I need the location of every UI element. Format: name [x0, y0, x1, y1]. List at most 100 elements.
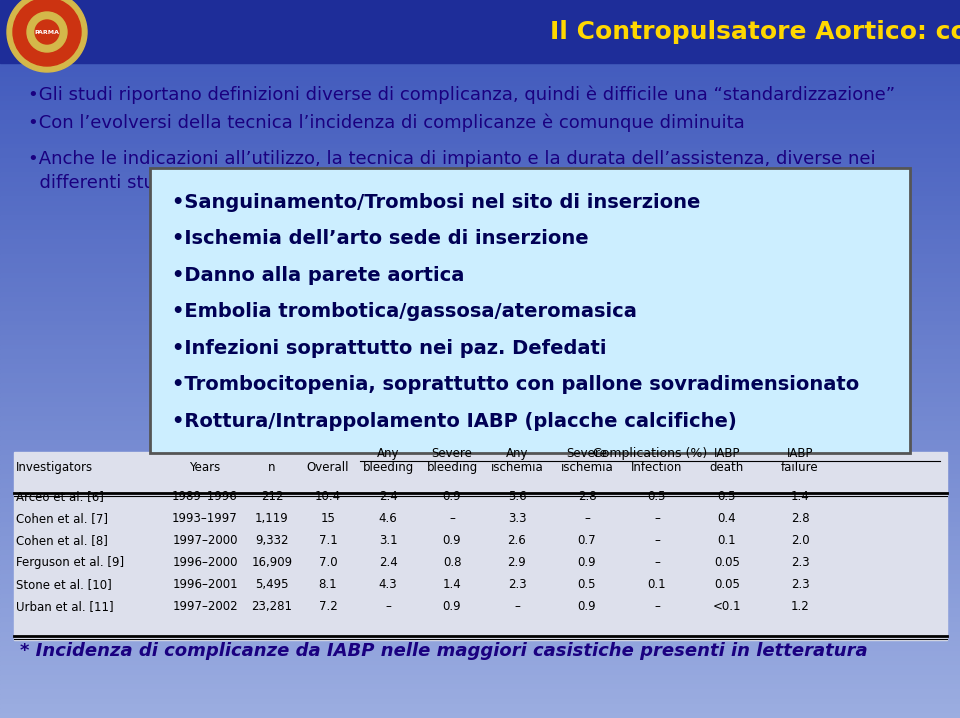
- Bar: [0, 536, 960, 541]
- Text: 3.1: 3.1: [378, 534, 397, 547]
- Text: 0.1: 0.1: [718, 534, 736, 547]
- Text: Severe
ischemia: Severe ischemia: [561, 447, 613, 474]
- Text: 1993–1997: 1993–1997: [172, 512, 238, 525]
- Bar: [0, 220, 960, 225]
- Circle shape: [35, 20, 59, 44]
- Text: 0.05: 0.05: [714, 578, 740, 591]
- Bar: [0, 450, 960, 454]
- Bar: [0, 206, 960, 210]
- Bar: [0, 632, 960, 637]
- Bar: [0, 72, 960, 77]
- Bar: [0, 407, 960, 411]
- Text: 0.9: 0.9: [443, 600, 462, 613]
- Bar: [0, 460, 960, 465]
- Bar: [0, 62, 960, 67]
- Bar: [0, 445, 960, 450]
- Bar: [0, 426, 960, 431]
- Text: 15: 15: [321, 512, 335, 525]
- Text: 3.3: 3.3: [508, 512, 526, 525]
- Bar: [0, 364, 960, 368]
- Bar: [0, 709, 960, 713]
- Text: 23,281: 23,281: [252, 600, 293, 613]
- Bar: [0, 29, 960, 34]
- Bar: [0, 163, 960, 167]
- Bar: [0, 187, 960, 192]
- Bar: [0, 493, 960, 498]
- Bar: [0, 421, 960, 426]
- Text: Ferguson et al. [9]: Ferguson et al. [9]: [16, 556, 124, 569]
- Bar: [0, 603, 960, 608]
- Bar: [0, 81, 960, 86]
- Text: 2.3: 2.3: [508, 578, 526, 591]
- Text: 4.6: 4.6: [378, 512, 397, 525]
- Bar: [0, 0, 960, 63]
- Text: •Trombocitopenia, soprattutto con pallone sovradimensionato: •Trombocitopenia, soprattutto con pallon…: [172, 375, 859, 394]
- Text: Il Contropulsatore Aortico: complicanze: Il Contropulsatore Aortico: complicanze: [550, 20, 960, 44]
- Text: Cohen et al. [8]: Cohen et al. [8]: [16, 534, 108, 547]
- Bar: [0, 340, 960, 345]
- Bar: [0, 680, 960, 684]
- Bar: [0, 411, 960, 416]
- Text: 0.1: 0.1: [648, 578, 666, 591]
- Text: –: –: [584, 512, 590, 525]
- Bar: [0, 106, 960, 110]
- Bar: [0, 201, 960, 206]
- Bar: [0, 302, 960, 307]
- Bar: [0, 52, 960, 57]
- Text: 1,119: 1,119: [255, 512, 289, 525]
- Bar: [0, 172, 960, 177]
- Bar: [0, 579, 960, 584]
- Bar: [0, 474, 960, 479]
- Bar: [0, 350, 960, 354]
- Bar: [0, 436, 960, 440]
- Text: –: –: [654, 600, 660, 613]
- Text: 0.5: 0.5: [718, 490, 736, 503]
- Text: <0.1: <0.1: [712, 600, 741, 613]
- Bar: [0, 311, 960, 316]
- Bar: [0, 469, 960, 474]
- Text: Overall: Overall: [307, 461, 349, 474]
- Bar: [0, 86, 960, 91]
- Text: 2.0: 2.0: [791, 534, 809, 547]
- Text: 2.3: 2.3: [791, 578, 809, 591]
- Bar: [0, 215, 960, 220]
- Bar: [0, 646, 960, 651]
- Text: •Rottura/Intrappolamento IABP (placche calcifiche): •Rottura/Intrappolamento IABP (placche c…: [172, 411, 736, 431]
- Bar: [0, 43, 960, 48]
- Text: 9,332: 9,332: [255, 534, 289, 547]
- Bar: [0, 555, 960, 560]
- Text: 7.0: 7.0: [319, 556, 337, 569]
- Text: 0.9: 0.9: [443, 490, 462, 503]
- Circle shape: [7, 0, 87, 72]
- Bar: [0, 517, 960, 522]
- Bar: [0, 608, 960, 612]
- Bar: [0, 627, 960, 632]
- Bar: [0, 120, 960, 124]
- Bar: [0, 34, 960, 38]
- Text: 0.5: 0.5: [578, 578, 596, 591]
- Bar: [0, 589, 960, 594]
- Bar: [0, 512, 960, 517]
- Bar: [0, 454, 960, 460]
- Text: 1997–2000: 1997–2000: [172, 534, 238, 547]
- Bar: [0, 397, 960, 402]
- Bar: [0, 210, 960, 215]
- Text: 0.5: 0.5: [648, 490, 666, 503]
- Text: 7.1: 7.1: [319, 534, 337, 547]
- Bar: [0, 503, 960, 508]
- Bar: [0, 359, 960, 364]
- Bar: [0, 488, 960, 493]
- Circle shape: [27, 12, 67, 52]
- Bar: [0, 14, 960, 19]
- Bar: [0, 546, 960, 551]
- Text: 1989–1996: 1989–1996: [172, 490, 238, 503]
- Text: Arceo et al. [6]: Arceo et al. [6]: [16, 490, 104, 503]
- Text: –: –: [654, 534, 660, 547]
- Text: 2.3: 2.3: [791, 556, 809, 569]
- Text: •Embolia trombotica/gassosa/ateromasica: •Embolia trombotica/gassosa/ateromasica: [172, 302, 636, 321]
- Bar: [0, 95, 960, 101]
- Bar: [0, 574, 960, 579]
- Bar: [0, 273, 960, 278]
- Bar: [0, 292, 960, 297]
- Text: 1.2: 1.2: [791, 600, 809, 613]
